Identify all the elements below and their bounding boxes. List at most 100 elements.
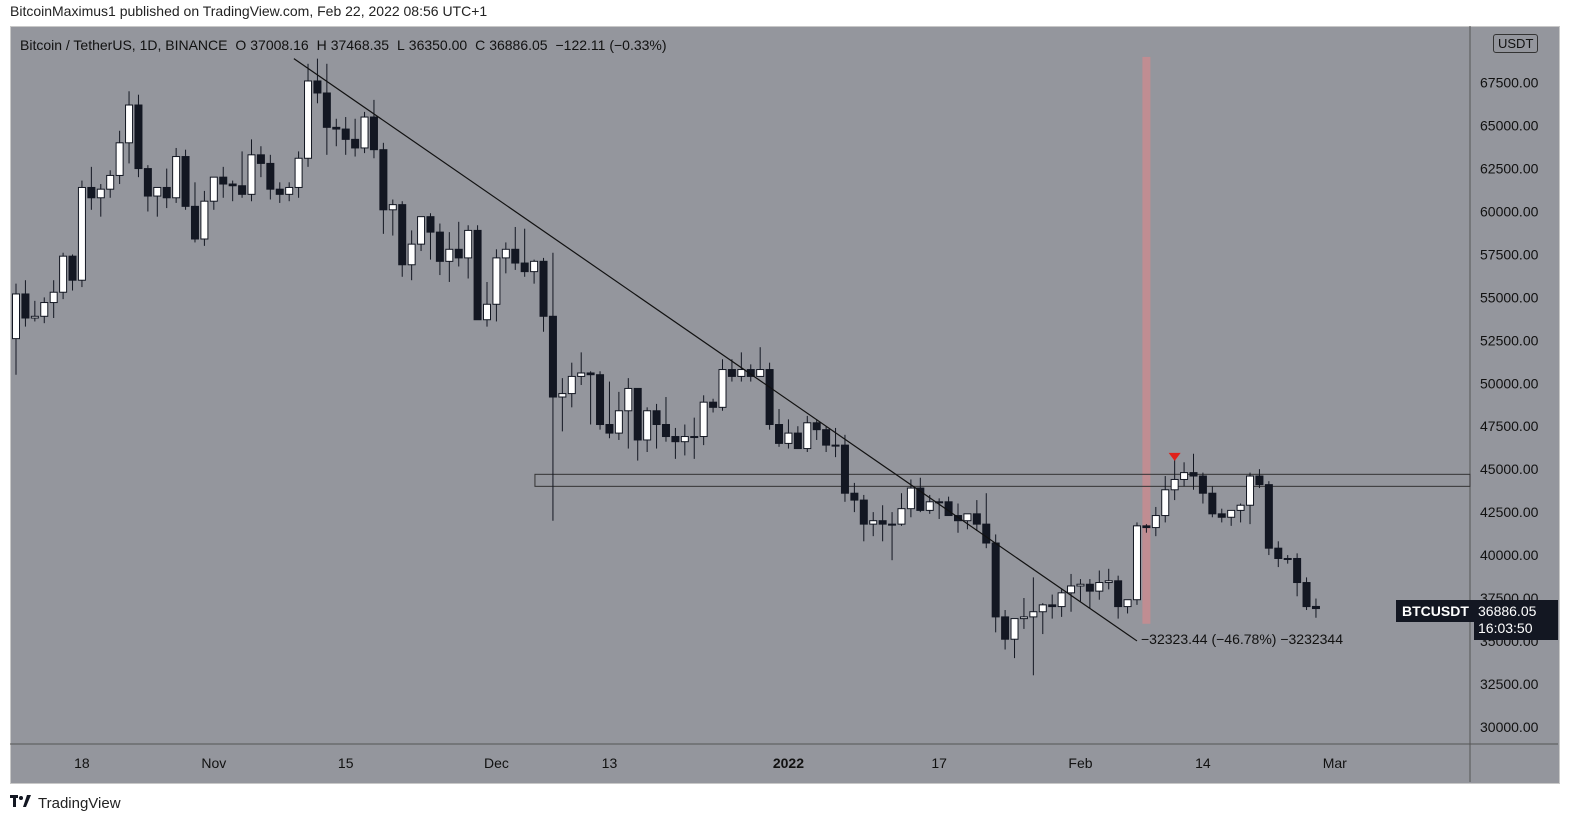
candle-body — [1010, 618, 1019, 640]
symbol-title[interactable]: Bitcoin / TetherUS, 1D, BINANCE — [20, 37, 228, 53]
candle-body — [1208, 492, 1217, 515]
candle-body — [1283, 557, 1292, 560]
candle-body — [30, 315, 39, 319]
time-tick-label: Nov — [201, 755, 226, 771]
candle-body — [652, 410, 661, 426]
candle-body — [888, 523, 897, 526]
candle-body — [1293, 557, 1302, 584]
candle-body — [1161, 489, 1170, 517]
candle-body — [313, 80, 322, 94]
candle-body — [275, 188, 284, 195]
candle-body — [68, 255, 77, 281]
candle-body — [21, 293, 30, 319]
candle-body — [1189, 472, 1198, 477]
candle-body — [351, 138, 360, 149]
time-tick-label: 18 — [74, 755, 90, 771]
price-chart[interactable]: 30000.0032500.0035000.0037500.0040000.00… — [10, 26, 1560, 784]
time-tick-label: 17 — [931, 755, 947, 771]
candle-body — [661, 424, 670, 438]
candle-body — [12, 293, 20, 340]
candle-body — [454, 248, 463, 259]
candle-body — [256, 154, 265, 164]
candle-body — [162, 186, 171, 199]
candle-body — [1311, 605, 1320, 610]
time-tick-label: 13 — [602, 755, 618, 771]
candle-body — [1217, 513, 1226, 518]
candle-body — [501, 248, 510, 259]
ohlc-legend: Bitcoin / TetherUS, 1D, BINANCE O 37008.1… — [20, 37, 671, 53]
candle-body — [464, 229, 473, 259]
candle-body — [247, 154, 256, 195]
close-label: C — [475, 37, 486, 53]
chart-pane[interactable] — [10, 26, 1560, 784]
time-tick-label: Feb — [1068, 755, 1092, 771]
support-zone — [534, 473, 1471, 487]
candle-body — [426, 216, 435, 233]
candle-body — [596, 374, 605, 426]
candle-body — [954, 515, 962, 522]
price-tick-label: 57500.00 — [1480, 246, 1539, 262]
price-tick-label: 62500.00 — [1480, 161, 1539, 177]
candle-body — [709, 401, 718, 408]
candle-body — [1048, 604, 1057, 608]
candle-body — [200, 200, 209, 240]
candle-body — [96, 188, 105, 199]
candle-body — [59, 255, 68, 293]
price-tick-label: 45000.00 — [1480, 461, 1539, 477]
candle-body — [1085, 583, 1094, 592]
candle-body — [1142, 525, 1151, 529]
currency-unit-button[interactable]: USDT — [1493, 34, 1539, 53]
rejection-arrow-icon — [1168, 452, 1181, 461]
candle-body — [1001, 616, 1010, 640]
candle-body — [690, 436, 699, 439]
candle-body — [831, 444, 840, 447]
candle-body — [548, 315, 557, 398]
candle-body — [341, 128, 350, 140]
price-tick-label: 42500.00 — [1480, 504, 1539, 520]
candle-body — [765, 369, 774, 426]
candle-body — [492, 257, 501, 305]
candle-body — [916, 487, 925, 511]
candle-body — [680, 436, 689, 443]
candle-body — [746, 369, 755, 377]
candle-body — [115, 142, 124, 176]
time-tick-label: Mar — [1323, 755, 1347, 771]
candle-body — [822, 429, 831, 446]
candle-body — [322, 92, 331, 128]
bar-countdown: 16:03:50 — [1478, 620, 1533, 636]
candle-body — [624, 387, 633, 412]
open-value: 37008.16 — [250, 37, 309, 53]
time-tick-label: 15 — [338, 755, 354, 771]
candle-body — [1198, 475, 1207, 494]
candle-body — [379, 149, 388, 211]
low-value: 36350.00 — [408, 37, 468, 53]
candle-body — [859, 499, 868, 525]
last-price-tag: 36886.05 16:03:50 — [1474, 600, 1558, 640]
candle-body — [567, 375, 576, 395]
candle-body — [878, 520, 887, 525]
candle-body — [181, 156, 190, 207]
candle-body — [219, 176, 228, 185]
candle-body — [614, 410, 623, 434]
high-label: H — [316, 37, 327, 53]
candle-body — [49, 291, 58, 304]
price-tick-label: 30000.00 — [1480, 719, 1539, 735]
measure-label: −32323.44 (−46.78%) −3232344 — [1141, 631, 1344, 647]
close-value: 36886.05 — [489, 37, 548, 53]
candle-body — [1076, 583, 1085, 587]
candle-body — [473, 229, 482, 321]
price-tick-label: 52500.00 — [1480, 332, 1539, 348]
price-tick-label: 32500.00 — [1480, 676, 1539, 692]
candle-body — [727, 369, 736, 377]
last-price: 36886.05 — [1478, 603, 1537, 619]
candle-body — [407, 243, 416, 266]
candle-body — [803, 422, 812, 450]
candle-body — [1274, 547, 1283, 559]
footer-brand[interactable]: TradingView — [10, 794, 121, 812]
candle-body — [671, 436, 680, 443]
candle-body — [1246, 475, 1255, 506]
candle-body — [793, 432, 802, 450]
candle-body — [991, 542, 1000, 618]
candle-body — [1170, 478, 1179, 491]
publisher-line: BitcoinMaximus1 published on TradingView… — [10, 3, 488, 19]
